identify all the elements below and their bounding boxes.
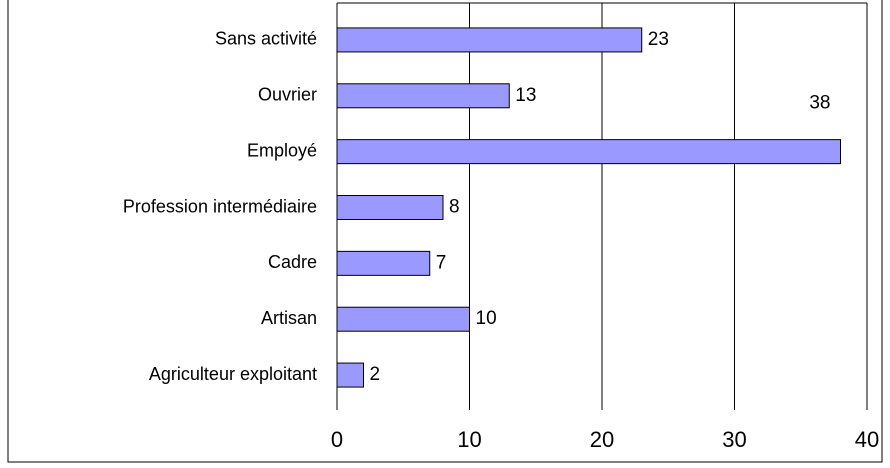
y-tick-label: Sans activité: [215, 29, 317, 49]
value-label: 10: [476, 308, 497, 329]
bar: [336, 195, 444, 220]
x-tick-label: 40: [855, 427, 879, 452]
bar: [336, 250, 431, 276]
y-tick-label: Artisan: [261, 308, 317, 328]
x-tick-label: 0: [331, 427, 343, 452]
bar: [336, 83, 510, 109]
bar: [336, 306, 470, 332]
x-tick-label: 20: [590, 427, 614, 452]
y-tick-label: Employé: [247, 140, 317, 160]
value-label: 8: [449, 197, 460, 218]
x-tick-label: 30: [722, 427, 746, 452]
value-label: 13: [515, 85, 536, 106]
bar: [336, 362, 364, 388]
value-label: 38: [809, 93, 830, 114]
x-tick-label: 10: [457, 427, 481, 452]
y-tick-label: Cadre: [268, 252, 317, 272]
value-label: 2: [370, 364, 381, 385]
bar: [336, 27, 643, 53]
chart-frame: [7, 0, 883, 463]
bar: [336, 139, 841, 165]
y-tick-label: Profession intermédiaire: [123, 196, 317, 216]
value-label: 23: [648, 29, 669, 50]
y-tick-label: Agriculteur exploitant: [149, 364, 317, 384]
y-tick-label: Ouvrier: [258, 85, 317, 105]
value-label: 7: [436, 252, 447, 273]
